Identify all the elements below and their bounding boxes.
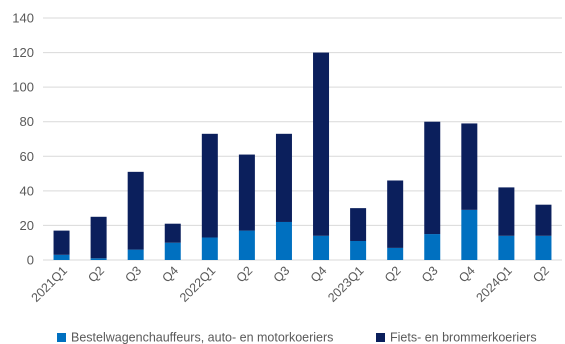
bar-segment-bestelwagen-12 (498, 235, 515, 260)
x-tick-label: Q4 (308, 264, 330, 286)
bar-segment-bestelwagen-13 (535, 235, 552, 260)
x-tick-label: Q2 (382, 264, 404, 286)
x-tick-label: Q4 (456, 264, 478, 286)
bar-segment-fiets-12 (498, 187, 515, 236)
bar-segment-bestelwagen-5 (238, 230, 255, 260)
y-tick-label: 140 (12, 11, 34, 26)
legend-swatch-fiets (376, 333, 385, 342)
bar-segment-fiets-13 (535, 204, 552, 236)
x-tick-label: 2022Q1 (177, 264, 218, 305)
legend-label-fiets: Fiets- en brommerkoeriers (390, 331, 537, 344)
gridlines (43, 17, 562, 261)
bar-segment-bestelwagen-8 (350, 240, 367, 260)
bar-segment-bestelwagen-10 (424, 234, 441, 260)
bar-segment-fiets-2 (127, 171, 144, 250)
bar-segment-bestelwagen-1 (90, 258, 107, 260)
legend-label-bestelwagen: Bestelwagenchauffeurs, auto- en motorkoe… (71, 331, 333, 344)
bar-segment-fiets-0 (53, 230, 70, 255)
x-tick-label: Q2 (234, 264, 256, 286)
x-tick-label: Q3 (122, 264, 144, 286)
x-tick-label: Q3 (419, 264, 441, 286)
bar-segment-bestelwagen-0 (53, 254, 70, 260)
bar-segment-fiets-11 (461, 123, 478, 210)
legend-swatch-bestelwagen (57, 333, 66, 342)
bar-segment-bestelwagen-2 (127, 249, 144, 260)
bar-segment-bestelwagen-3 (164, 242, 181, 260)
bar-segment-fiets-6 (275, 133, 292, 222)
bar-segment-bestelwagen-6 (275, 221, 292, 260)
bar-segment-fiets-5 (238, 154, 255, 231)
bars (53, 52, 552, 260)
x-tick-label: 2023Q1 (325, 264, 366, 305)
bar-segment-fiets-7 (313, 52, 330, 236)
x-tick-label: Q2 (530, 264, 552, 286)
x-tick-label: Q3 (271, 264, 293, 286)
bar-segment-bestelwagen-9 (387, 247, 404, 260)
bar-segment-fiets-10 (424, 121, 441, 235)
y-tick-label: 40 (20, 183, 34, 198)
y-tick-label: 60 (20, 149, 34, 164)
bar-segment-fiets-4 (201, 133, 218, 238)
y-tick-label: 100 (12, 80, 34, 95)
bar-segment-bestelwagen-7 (313, 235, 330, 260)
y-tick-label: 120 (12, 45, 34, 60)
x-tick-label: Q4 (160, 264, 182, 286)
bar-segment-fiets-1 (90, 216, 107, 259)
bar-segment-bestelwagen-11 (461, 209, 478, 260)
legend: Bestelwagenchauffeurs, auto- en motorkoe… (57, 331, 537, 344)
y-tick-label: 0 (27, 253, 34, 268)
y-axis-tick-labels: 0 20 40 60 80 100 120 140 (12, 11, 34, 268)
x-tick-label: 2021Q1 (29, 264, 70, 305)
x-tick-label: Q2 (85, 264, 107, 286)
bar-segment-fiets-8 (350, 208, 367, 241)
bar-segment-fiets-3 (164, 223, 181, 243)
bar-segment-bestelwagen-4 (201, 237, 218, 260)
y-tick-label: 20 (20, 218, 34, 233)
y-tick-label: 80 (20, 114, 34, 129)
bar-segment-fiets-9 (387, 180, 404, 248)
x-tick-label: 2024Q1 (473, 264, 514, 305)
